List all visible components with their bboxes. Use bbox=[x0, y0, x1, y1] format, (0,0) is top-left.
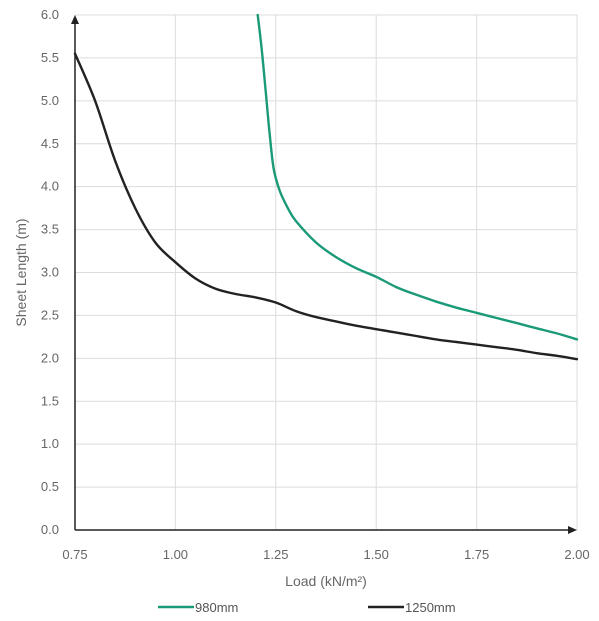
y-tick-label: 1.0 bbox=[41, 436, 59, 451]
series-line-980mm bbox=[256, 13, 579, 341]
y-tick-label: 5.0 bbox=[41, 93, 59, 108]
x-tick-label: 1.75 bbox=[464, 547, 489, 562]
y-tick-label: 3.5 bbox=[41, 222, 59, 237]
y-tick-label: 0.5 bbox=[41, 479, 59, 494]
y-axis-title: Sheet Length (m) bbox=[13, 218, 29, 326]
x-axis-title: Load (kN/m²) bbox=[285, 573, 367, 589]
y-tick-label: 2.0 bbox=[41, 350, 59, 365]
y-axis-arrow bbox=[71, 15, 79, 24]
x-tick-label: 0.75 bbox=[62, 547, 87, 562]
legend: 980mm 1250mm bbox=[158, 600, 456, 615]
series bbox=[73, 13, 579, 361]
y-tick-label: 3.0 bbox=[41, 265, 59, 280]
y-tick-label: 0.0 bbox=[41, 522, 59, 537]
series-line-1250mm bbox=[73, 52, 579, 361]
y-tick-label: 4.5 bbox=[41, 136, 59, 151]
y-tick-label: 1.5 bbox=[41, 393, 59, 408]
y-tick-label: 4.0 bbox=[41, 179, 59, 194]
x-tick-label: 2.00 bbox=[564, 547, 589, 562]
axes bbox=[71, 15, 577, 534]
y-tick-label: 6.0 bbox=[41, 7, 59, 22]
legend-label: 980mm bbox=[195, 600, 238, 615]
x-tick-labels: 0.75 1.00 1.25 1.50 1.75 2.00 bbox=[62, 547, 589, 562]
x-tick-label: 1.50 bbox=[364, 547, 389, 562]
y-tick-label: 5.5 bbox=[41, 50, 59, 65]
y-tick-labels: 0.0 0.5 1.0 1.5 2.0 2.5 3.0 3.5 4.0 4.5 5.0 5.5 6.0 bbox=[41, 7, 59, 537]
x-tick-label: 1.25 bbox=[263, 547, 288, 562]
y-tick-label: 2.5 bbox=[41, 307, 59, 322]
legend-label: 1250mm bbox=[405, 600, 456, 615]
x-axis-arrow bbox=[568, 526, 577, 534]
grid bbox=[74, 14, 578, 531]
x-tick-label: 1.00 bbox=[163, 547, 188, 562]
